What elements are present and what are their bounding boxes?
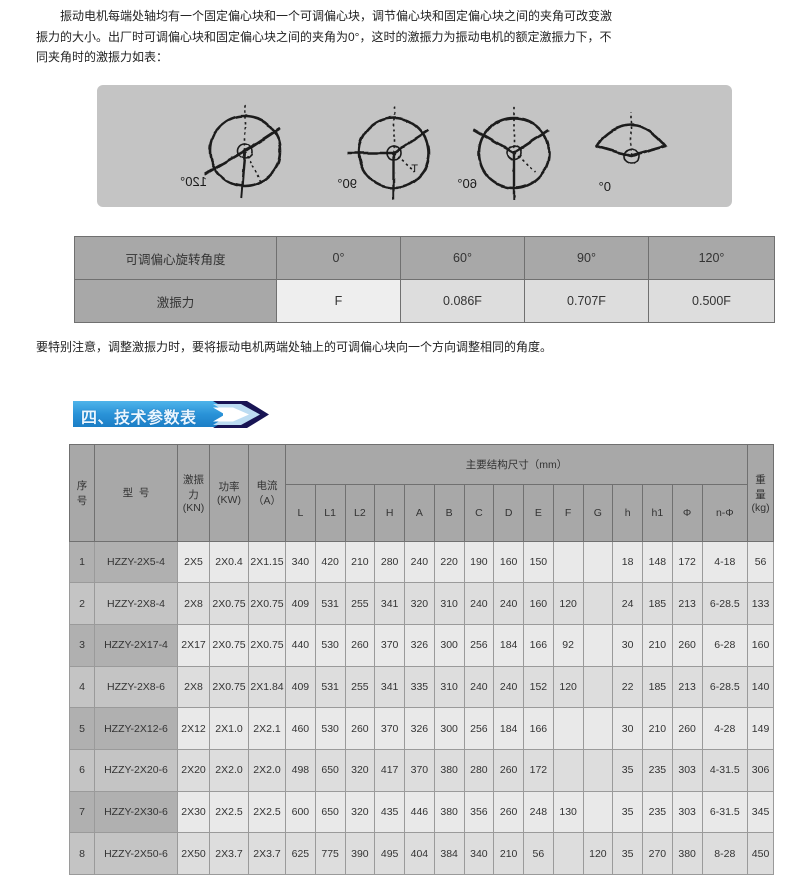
svg-text:90°: 90° xyxy=(337,176,357,191)
svg-text:0°: 0° xyxy=(599,179,611,194)
svg-text:120°: 120° xyxy=(180,174,207,189)
svg-text:T: T xyxy=(411,163,418,175)
svg-text:60°: 60° xyxy=(457,176,477,191)
